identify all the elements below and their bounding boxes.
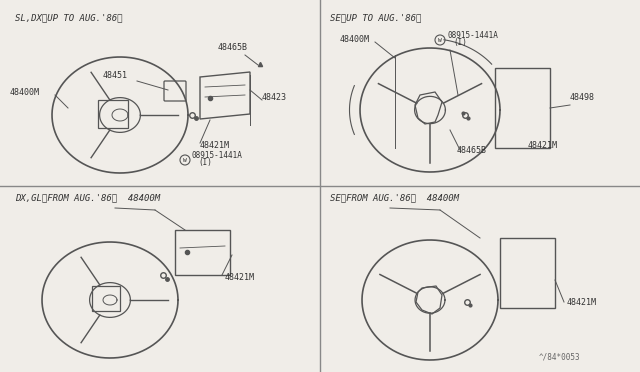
- Text: (I): (I): [198, 158, 212, 167]
- Text: SL,DX〈UP TO AUG.'86〉: SL,DX〈UP TO AUG.'86〉: [15, 13, 122, 22]
- Text: 48465B: 48465B: [218, 43, 248, 52]
- Text: 48421M: 48421M: [225, 273, 255, 282]
- Text: 48421M: 48421M: [567, 298, 597, 307]
- Text: 08915-1441A: 08915-1441A: [447, 31, 498, 40]
- Text: 48400M: 48400M: [10, 88, 40, 97]
- Text: 48421M: 48421M: [528, 141, 558, 150]
- Text: 48400M: 48400M: [340, 35, 370, 44]
- Text: (I): (I): [453, 38, 467, 47]
- Text: SE〈FROM AUG.'86〉  48400M: SE〈FROM AUG.'86〉 48400M: [330, 193, 459, 202]
- Text: 48498: 48498: [570, 93, 595, 102]
- Bar: [500, 238, 555, 308]
- Text: SE〈UP TO AUG.'86〉: SE〈UP TO AUG.'86〉: [330, 13, 421, 22]
- Text: 48451: 48451: [103, 71, 128, 80]
- Bar: [495, 68, 550, 148]
- Bar: [175, 230, 230, 275]
- Text: ^/84*0053: ^/84*0053: [538, 353, 580, 362]
- Text: 08915-1441A: 08915-1441A: [192, 151, 243, 160]
- Text: W: W: [183, 157, 187, 163]
- Text: 48465B: 48465B: [457, 146, 487, 155]
- Bar: [92, 286, 120, 311]
- Text: W: W: [438, 38, 442, 42]
- Bar: [98, 100, 128, 128]
- Text: 48421M: 48421M: [200, 141, 230, 150]
- Text: 48423: 48423: [262, 93, 287, 102]
- Text: DX,GL〈FROM AUG.'86〉  48400M: DX,GL〈FROM AUG.'86〉 48400M: [15, 193, 160, 202]
